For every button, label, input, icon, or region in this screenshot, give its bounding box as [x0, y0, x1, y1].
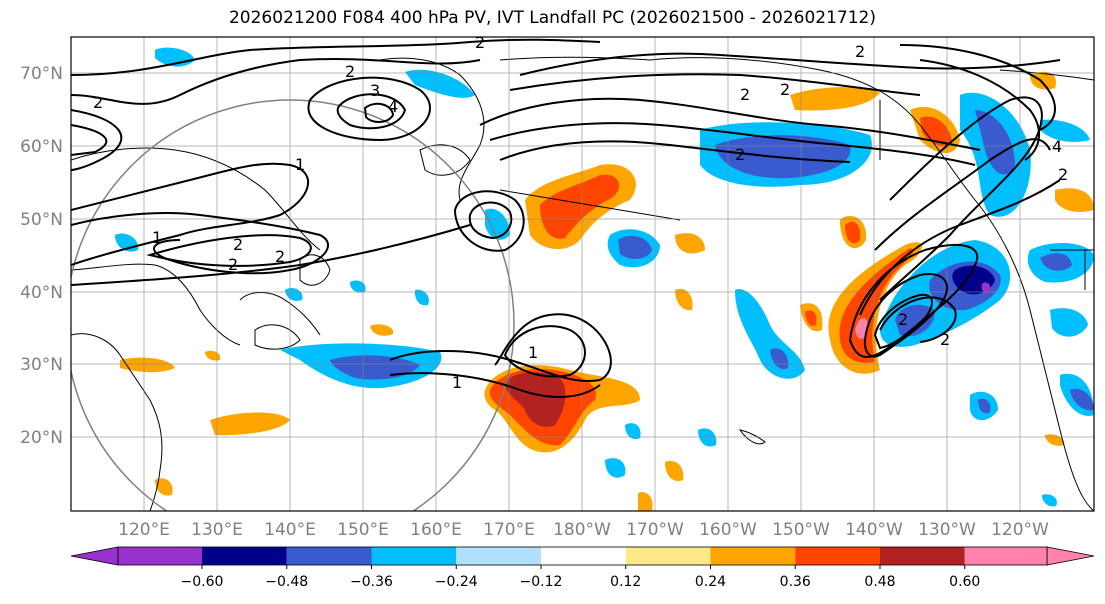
coastlines	[71, 56, 1094, 511]
lon-label: 160°E	[410, 520, 462, 540]
pv-contours	[71, 38, 1061, 398]
lat-label: 60°N	[20, 137, 63, 157]
contour-label: 4	[388, 97, 398, 116]
colorbar-extend-left	[70, 546, 119, 566]
contour-label: 2	[475, 33, 485, 52]
contour-label: 2	[740, 85, 750, 104]
lon-label: 170°W	[626, 520, 684, 540]
lon-label: 150°W	[772, 520, 830, 540]
colorbar-tick-label: 0.60	[949, 574, 980, 590]
lon-label: 180°W	[553, 520, 611, 540]
colorbar-cell	[541, 547, 626, 565]
contour-label: 3	[370, 81, 380, 100]
contour-label: 2	[345, 62, 355, 81]
colorbar-tick-label: 0.36	[780, 574, 811, 590]
colorbar-tick-label: −0.12	[520, 574, 563, 590]
contour-label: 2	[1058, 165, 1068, 184]
colorbar-tick-label: −0.24	[435, 574, 478, 590]
latitude-labels: 70°N 60°N 50°N 40°N 30°N 20°N	[20, 64, 63, 448]
lat-label: 70°N	[20, 64, 63, 84]
colorbar-cell	[880, 547, 965, 565]
colorbar-cell	[286, 547, 372, 565]
map-title: 2026021200 F084 400 hPa PV, IVT Landfall…	[228, 8, 876, 28]
contour-label: 2	[275, 247, 285, 266]
lon-label: 140°E	[264, 520, 316, 540]
contour-label: 2	[940, 330, 950, 349]
colorbar-tick-label: −0.36	[350, 574, 393, 590]
lon-label: 130°W	[918, 520, 976, 540]
contour-label: 2	[855, 42, 865, 61]
colorbar-tick-label: −0.48	[265, 574, 308, 590]
contour-label: 1	[295, 155, 305, 174]
colorbar-cell	[456, 547, 541, 565]
lon-label: 130°E	[191, 520, 243, 540]
lon-label: 150°E	[337, 520, 389, 540]
colorbar-cell	[795, 547, 880, 565]
lon-label: 120°W	[991, 520, 1049, 540]
map-frame	[70, 36, 1095, 512]
colorbar-cell	[202, 547, 287, 565]
contour-label: 2	[228, 255, 238, 274]
colorbar-cell	[964, 547, 1047, 565]
lat-label: 20°N	[20, 428, 63, 448]
colorbar-cell	[371, 547, 457, 565]
contour-label: 1	[528, 343, 538, 362]
colorbar-outline	[117, 546, 1048, 566]
colorbar-tick-label: −0.60	[181, 574, 224, 590]
contour-label: 1	[452, 373, 462, 392]
colorbar-cell	[710, 547, 796, 565]
colorbar-tick-label: 0.24	[695, 574, 726, 590]
contour-label: 2	[780, 80, 790, 99]
lon-label: 140°W	[845, 520, 903, 540]
colorbar-cell	[118, 547, 202, 565]
lon-label: 170°E	[483, 520, 535, 540]
colorbar-cell	[625, 547, 711, 565]
range-circle	[71, 99, 515, 511]
lat-label: 30°N	[20, 355, 63, 375]
contour-label: 4	[1052, 137, 1062, 156]
contour-label: 1	[152, 228, 162, 247]
lon-label: 160°W	[699, 520, 757, 540]
lon-label: 120°E	[118, 520, 170, 540]
longitude-labels: 120°E 130°E 140°E 150°E 160°E 170°E 180°…	[118, 520, 1049, 540]
contour-label: 2	[93, 93, 103, 112]
colorbar-tick-label: 0.48	[864, 574, 895, 590]
contour-label: 2	[233, 235, 243, 254]
contour-labels: 2 2 2 2 3 4 1 1 2 2 2 2 2 4 2 2 1 1 2 2	[93, 33, 1068, 392]
contour-label: 2	[898, 310, 908, 329]
colorbar-tick-label: 0.12	[610, 574, 641, 590]
contour-label: 2	[735, 145, 745, 164]
colorbar-extend-right	[1046, 546, 1095, 566]
graticule	[71, 37, 1094, 511]
colorbar: −0.60 −0.48 −0.36 −0.24 −0.12 0.12 0.24 0.36 0.4…	[70, 546, 1095, 590]
lat-label: 40°N	[20, 283, 63, 303]
lat-label: 50°N	[20, 210, 63, 230]
